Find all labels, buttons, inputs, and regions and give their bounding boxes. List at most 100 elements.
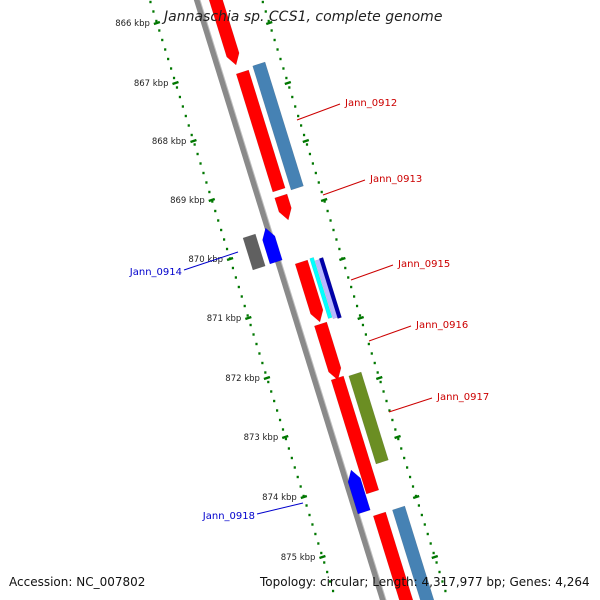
right-track-dot [347,276,350,279]
cds-feature [294,259,324,323]
left-track-dot [308,513,311,517]
left-track-dot [202,171,205,175]
right-track-dot [411,485,415,488]
left-track-dot [323,561,326,564]
right-track-dot [311,162,314,165]
right-track-dot [391,418,394,422]
right-track-dot [308,152,312,156]
right-track-dot [364,333,367,336]
left-track-dot [255,342,258,346]
left-track-dot [181,105,184,108]
left-track-dot [199,162,202,165]
right-track-dot [273,38,276,42]
cds-feature [372,511,414,600]
right-track-dot [367,342,370,346]
ruler-major-tick [375,375,383,381]
right-track-dot [267,19,270,23]
leader-line [322,179,366,196]
right-track-dot [261,0,264,4]
ruler-major-tick [153,20,161,26]
right-track-dot [426,532,429,536]
right-track-dot [438,570,441,574]
left-track-dot [184,114,187,118]
ruler-ticks [149,0,447,593]
left-track-dot [243,304,246,308]
right-track-dot [444,589,447,593]
left-track-dot [225,247,229,251]
cds-feature [330,375,380,495]
left-track-dot [220,228,223,232]
right-track-dot [332,228,335,232]
ruler-major-tick [357,315,365,321]
right-track-dot [423,523,426,526]
right-track-dot [264,10,267,13]
right-track-dot [417,504,421,507]
ruler-label: 867 kbp [134,79,169,89]
right-track-dot [441,580,444,583]
cds-feature [314,321,342,381]
ruler-major-tick [281,434,289,440]
left-track-dot [158,29,161,32]
right-track-dot [435,561,438,564]
ruler-major-tick [319,554,326,560]
left-track-dot [149,0,152,4]
right-track-dot [370,352,373,355]
accession-text: Accession: NC_007802 [9,575,146,589]
right-track-dot [406,466,409,469]
ruler-label: 874 kbp [262,493,297,503]
right-track-dot [302,133,306,137]
left-track-dot [296,475,299,479]
right-track-dot [294,105,297,108]
right-track-dot [382,390,385,393]
leader-line [368,325,412,342]
gene-label-forward: Jann_0915 [397,259,450,270]
left-track-dot [331,589,335,593]
right-track-dot [350,285,353,289]
right-track-dot [338,247,341,251]
left-track-dot [205,181,208,184]
right-track-dot [279,57,282,61]
right-track-dot [317,181,320,184]
ruler-label: 866 kbp [115,19,150,29]
gene-feature [252,61,304,191]
left-track-dot [329,580,332,583]
left-track-dot [293,466,296,469]
leader-line [388,397,433,413]
ruler-major-tick [338,256,346,262]
right-track-dot [355,304,359,308]
right-track-dot [385,399,388,403]
right-track-dot [361,323,365,327]
left-track-dot [169,67,173,70]
left-track-dot [155,19,158,23]
ruler-label: 868 kbp [152,137,187,147]
left-track-dot [267,380,270,384]
reverse-gene-feature [242,233,266,271]
left-track-dot [172,76,176,80]
ruler-major-tick [208,197,216,203]
left-track-dot [258,352,261,355]
right-track-dot [429,542,432,545]
right-track-dot [320,190,323,194]
left-track-dot [317,542,320,545]
left-track-dot [326,570,329,574]
right-track-dot [329,219,332,222]
cds-feature [235,69,286,193]
leader-line [183,251,239,271]
ruler-labels: 866 kbp 867 kbp 868 kbp 869 kbp 870 kbp 871 k… [115,19,315,563]
right-track-dot [376,371,379,374]
left-track-dot [311,523,314,526]
gene-feature [309,257,333,319]
right-track-dot [282,67,285,70]
ruler-major-tick [431,554,439,560]
left-track-dot [217,219,220,222]
gene-label-leaders [183,103,433,515]
right-track-dot [400,447,403,450]
right-track-dot [394,428,397,431]
right-track-dot [314,171,317,175]
left-track-dot [261,361,264,365]
left-track-dot [278,418,282,422]
right-track-dot [291,95,294,99]
gene-feature [318,257,342,319]
right-track-dot [297,114,300,118]
left-track-dot [237,285,240,289]
